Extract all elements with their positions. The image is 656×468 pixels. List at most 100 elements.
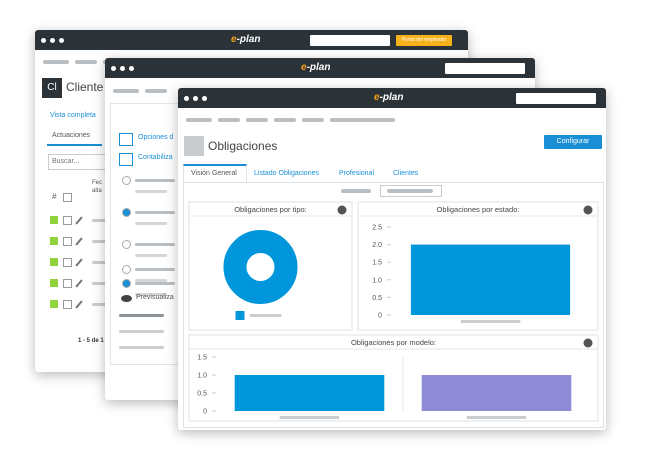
configure-button[interactable]: Configurar xyxy=(544,135,602,149)
content-area xyxy=(183,182,604,428)
checkbox xyxy=(63,216,72,225)
logo: e-plan xyxy=(374,92,403,103)
help-icon xyxy=(583,205,593,215)
checkbox xyxy=(63,279,72,288)
share-icon xyxy=(119,133,133,146)
options-link[interactable]: Opciones d xyxy=(138,134,174,141)
x-label-placeholder xyxy=(466,416,527,419)
placeholder-line xyxy=(135,211,175,214)
breadcrumb xyxy=(330,118,395,122)
checkbox xyxy=(63,300,72,309)
column-header: # xyxy=(52,192,57,201)
radio xyxy=(122,279,131,288)
portal-button[interactable]: Portal del empleado xyxy=(396,35,452,46)
tab[interactable]: Clientes xyxy=(393,170,419,177)
placeholder-line xyxy=(135,268,175,271)
tab-underline xyxy=(47,144,102,146)
breadcrumb xyxy=(218,118,240,122)
filter-label xyxy=(341,189,371,193)
placeholder-line xyxy=(135,243,175,246)
dot xyxy=(50,38,55,43)
checkbox[interactable] xyxy=(63,193,72,202)
dot xyxy=(41,38,46,43)
logo: e-plan xyxy=(301,62,330,73)
tab[interactable]: Visión General xyxy=(191,170,237,177)
breadcrumb xyxy=(75,60,97,64)
y-tick-label: 2.5 xyxy=(372,225,382,232)
accounting-link[interactable]: Contabiliza xyxy=(138,154,173,161)
toolbar[interactable] xyxy=(516,93,596,104)
placeholder-line xyxy=(119,346,164,349)
status-square xyxy=(50,216,58,224)
chart-title: Obligaciones por modelo: xyxy=(351,338,436,347)
radio xyxy=(122,208,131,217)
filter-value xyxy=(387,189,433,193)
status-square xyxy=(50,300,58,308)
breadcrumb xyxy=(186,118,212,122)
checkbox xyxy=(63,237,72,246)
breadcrumb xyxy=(145,89,167,93)
y-tick-label: 1.5 xyxy=(197,355,207,362)
toolbar[interactable] xyxy=(445,63,525,74)
placeholder-line xyxy=(135,190,167,193)
placeholder-line xyxy=(135,222,167,225)
placeholder-line xyxy=(135,254,167,257)
breadcrumb xyxy=(302,118,324,122)
y-tick-label: 1.0 xyxy=(372,277,382,284)
avatar xyxy=(184,136,204,156)
filter-input[interactable] xyxy=(380,185,442,197)
help-icon xyxy=(337,205,347,215)
eye-icon xyxy=(121,295,132,302)
status-square xyxy=(50,279,58,287)
y-tick-label: 1.0 xyxy=(197,373,207,380)
placeholder-line xyxy=(135,179,175,182)
view-link[interactable]: Vista completa xyxy=(50,112,96,119)
tab[interactable]: Profesional xyxy=(339,170,375,177)
tab[interactable]: Actuaciones xyxy=(52,132,91,139)
dot xyxy=(184,96,189,101)
page-title: Cliente xyxy=(66,80,104,94)
bar xyxy=(421,375,572,411)
radio xyxy=(122,240,131,249)
header-bar: e-plan xyxy=(105,58,535,78)
placeholder-line xyxy=(135,279,167,282)
help-icon xyxy=(583,338,593,348)
column-header: Fec xyxy=(92,180,103,186)
placeholder-line xyxy=(135,282,175,285)
y-tick-label: 0 xyxy=(378,313,382,320)
y-tick-label: 0 xyxy=(203,409,207,416)
breadcrumb xyxy=(113,89,139,93)
chart-panel xyxy=(188,201,353,331)
radio xyxy=(122,265,131,274)
dot xyxy=(129,66,134,71)
status-square xyxy=(50,258,58,266)
status-square xyxy=(50,237,58,245)
placeholder-line xyxy=(119,314,164,317)
column-header: alta xyxy=(92,188,102,194)
chart-title: Obligaciones por estado: xyxy=(437,205,520,214)
legend-placeholder xyxy=(249,314,282,317)
logo-text: e-plan xyxy=(231,34,261,45)
tab[interactable]: Listado Obligaciones xyxy=(254,170,319,177)
y-tick-label: 0.5 xyxy=(197,391,207,398)
page-title: Obligaciones xyxy=(208,139,278,153)
breadcrumb xyxy=(274,118,296,122)
y-tick-label: 2.0 xyxy=(372,242,382,249)
breadcrumb xyxy=(43,60,69,64)
logo-text: e-plan xyxy=(374,92,404,103)
placeholder-line xyxy=(119,330,164,333)
logo-text: e-plan xyxy=(301,62,331,73)
x-label-placeholder xyxy=(279,416,340,419)
avatar: Cl xyxy=(42,78,62,98)
header-bar: e-plan xyxy=(178,88,606,108)
share-icon xyxy=(119,153,133,166)
toolbar[interactable] xyxy=(310,35,390,46)
preview-link[interactable]: Previsualiza xyxy=(136,294,174,301)
dot xyxy=(193,96,198,101)
y-tick-label: 1.5 xyxy=(372,260,382,267)
radio xyxy=(122,176,131,185)
checkbox xyxy=(63,258,72,267)
dot xyxy=(59,38,64,43)
